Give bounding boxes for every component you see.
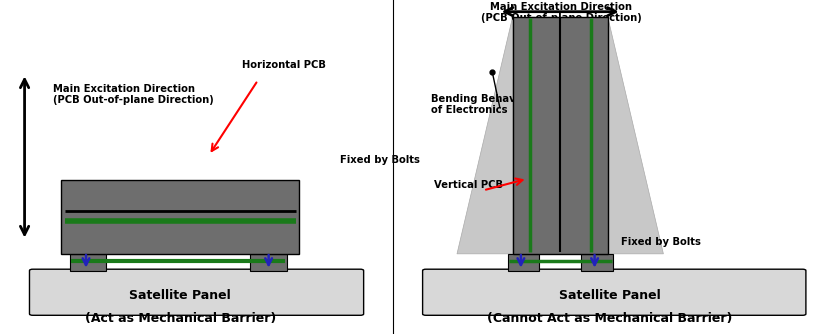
FancyBboxPatch shape — [29, 269, 364, 315]
Text: Horizontal PCB: Horizontal PCB — [242, 60, 325, 70]
Bar — [61, 180, 299, 254]
Text: (Cannot Act as Mechanical Barrier): (Cannot Act as Mechanical Barrier) — [487, 313, 733, 325]
Bar — [250, 254, 287, 271]
Bar — [508, 254, 539, 271]
Text: Main Excitation Direction
(PCB Out-of-plane Direction): Main Excitation Direction (PCB Out-of-pl… — [481, 2, 641, 23]
Bar — [513, 17, 608, 254]
Polygon shape — [608, 17, 663, 254]
Text: Vertical PCB: Vertical PCB — [434, 180, 503, 190]
Bar — [70, 254, 106, 271]
FancyBboxPatch shape — [423, 269, 806, 315]
Text: Bending Behavior
of Electronics: Bending Behavior of Electronics — [431, 94, 531, 115]
Text: Fixed by Bolts: Fixed by Bolts — [340, 155, 420, 165]
Text: (Act as Mechanical Barrier): (Act as Mechanical Barrier) — [84, 313, 276, 325]
Polygon shape — [457, 17, 513, 254]
Text: Fixed by Bolts: Fixed by Bolts — [621, 237, 701, 247]
Bar — [581, 254, 613, 271]
Text: Satellite Panel: Satellite Panel — [129, 289, 231, 302]
Text: Main Excitation Direction
(PCB Out-of-plane Direction): Main Excitation Direction (PCB Out-of-pl… — [53, 84, 214, 105]
Text: Satellite Panel: Satellite Panel — [559, 289, 661, 302]
